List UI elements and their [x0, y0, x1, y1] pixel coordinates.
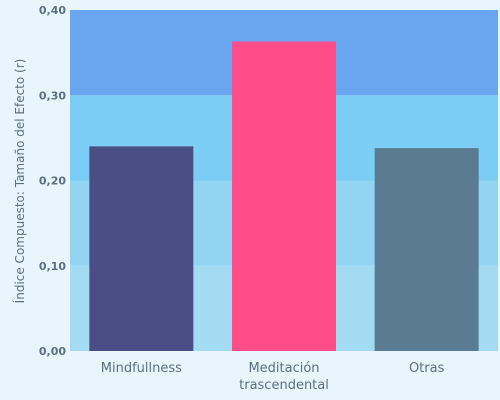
x-tick-label-0: Mindfullness	[101, 361, 182, 376]
y-axis-title: Índice Compuesto: Tamaño del Efecto (r)	[12, 59, 27, 304]
y-tick-label-4: 0,40	[39, 4, 66, 17]
bars	[89, 41, 479, 351]
bar-2	[374, 148, 479, 351]
x-axis-categories: Mindfullness Meditación trascendental Otras	[101, 361, 445, 393]
y-tick-label-0: 0,00	[39, 345, 66, 358]
x-tick-label-2: Otras	[409, 361, 445, 376]
y-tick-label-3: 0,30	[39, 89, 66, 102]
y-axis-ticks: 0,00 0,10 0,20 0,30 0,40	[39, 4, 66, 358]
y-tick-label-2: 0,20	[39, 175, 66, 188]
y-tick-label-1: 0,10	[39, 260, 66, 273]
bar-0	[89, 146, 194, 351]
bar-1	[232, 41, 336, 351]
x-tick-label-1: Meditación trascendental	[239, 361, 329, 393]
